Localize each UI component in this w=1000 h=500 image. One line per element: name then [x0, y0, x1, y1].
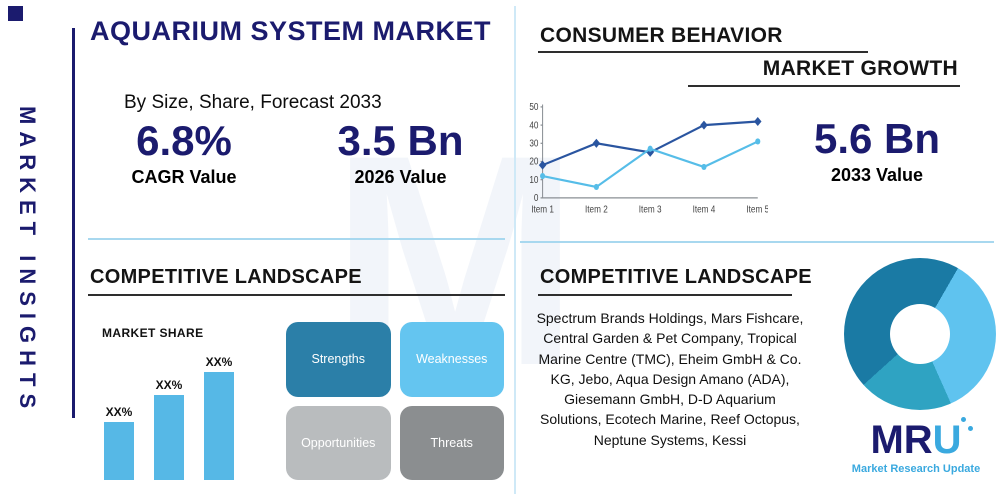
page-title: AQUARIUM SYSTEM MARKET [90, 16, 491, 46]
logo-dot-icon [960, 417, 966, 422]
swot-strengths-box: Strengths [286, 322, 391, 397]
heading-market-growth: MARKET GROWTH [762, 57, 958, 80]
heading-competitive-landscape-right: COMPETITIVE LANDSCAPE [540, 266, 812, 288]
bar [104, 422, 134, 480]
svg-text:Item 1: Item 1 [531, 204, 554, 215]
stat-2033: 5.6 Bn 2033 Value [792, 115, 962, 186]
svg-text:Item 4: Item 4 [693, 204, 716, 215]
bar-column: XX% [104, 405, 134, 480]
donut-hole [889, 303, 951, 365]
logo-mr-letters: MR [870, 418, 933, 462]
bar [154, 395, 184, 480]
stat-2026: 3.5 Bn 2026 Value [318, 117, 483, 188]
bar-column: XX% [154, 378, 184, 480]
logo-tagline: Market Research Update [851, 463, 981, 475]
svg-text:0: 0 [534, 192, 539, 203]
swot-threats-box: Threats [399, 405, 504, 480]
swot-weaknesses-box: Weaknesses [399, 322, 504, 397]
svg-text:50: 50 [529, 102, 538, 112]
heading-underline [688, 85, 960, 87]
stat-cagr-label: CAGR Value [131, 167, 237, 188]
center-vertical-divider [514, 6, 516, 494]
consumer-behavior-chart: 0 10 20 30 40 50 Item 1 Item 2 Item 3 Item 4 Item … [518, 101, 769, 220]
market-share-chart: XX% XX% XX% [104, 346, 284, 480]
stat-2026-value: 3.5 Bn [337, 117, 464, 164]
heading-competitive-landscape-left: COMPETITIVE LANDSCAPE [90, 266, 362, 288]
heading-underline [88, 294, 505, 296]
svg-text:20: 20 [529, 156, 538, 167]
right-section-divider [520, 241, 994, 243]
mru-logo-text: MRU [870, 417, 973, 462]
svg-text:Item 5: Item 5 [746, 204, 768, 215]
logo-dot-icon [967, 426, 973, 431]
swot-grid: Strengths Weaknesses Opportunities Threa… [286, 322, 504, 480]
heading-consumer-behavior: CONSUMER BEHAVIOR [540, 24, 783, 47]
svg-text:40: 40 [529, 120, 538, 131]
swot-opportunities-box: Opportunities [286, 405, 391, 480]
stat-2033-label: 2033 Value [830, 165, 924, 186]
market-share-chart-title: MARKET SHARE [102, 326, 204, 340]
company-list: Spectrum Brands Holdings, Mars Fishcare,… [536, 310, 804, 448]
svg-text:10: 10 [529, 174, 538, 185]
bar-column: XX% [204, 355, 234, 480]
svg-text:Item 2: Item 2 [585, 204, 608, 215]
heading-underline [538, 51, 868, 53]
bar-value-label: XX% [155, 378, 183, 392]
heading-underline [538, 294, 792, 296]
logo-u-letter: U [932, 418, 962, 462]
svg-text:Item 3: Item 3 [639, 204, 662, 215]
stat-cagr-value: 6.8% [136, 117, 232, 164]
svg-text:30: 30 [529, 138, 538, 149]
bar [204, 372, 234, 480]
stat-2033-value: 5.6 Bn [813, 115, 941, 162]
sidebar-divider-line [72, 28, 75, 418]
stat-2026-label: 2026 Value [354, 167, 447, 188]
bar-value-label: XX% [105, 405, 133, 419]
stat-cagr: 6.8% CAGR Value [104, 117, 264, 188]
sidebar-vertical-title: MARKET INSIGHTS [15, 106, 40, 416]
line-chart-svg: 0 10 20 30 40 50 Item 1 Item 2 Item 3 Item 4 Item … [529, 101, 769, 215]
left-section-divider [88, 238, 505, 240]
page-subtitle: By Size, Share, Forecast 2033 [124, 92, 382, 113]
mru-logo: MRU Market Research Update [836, 417, 996, 475]
donut-chart [844, 258, 996, 410]
bar-value-label: XX% [205, 355, 233, 369]
corner-decoration [8, 6, 23, 21]
